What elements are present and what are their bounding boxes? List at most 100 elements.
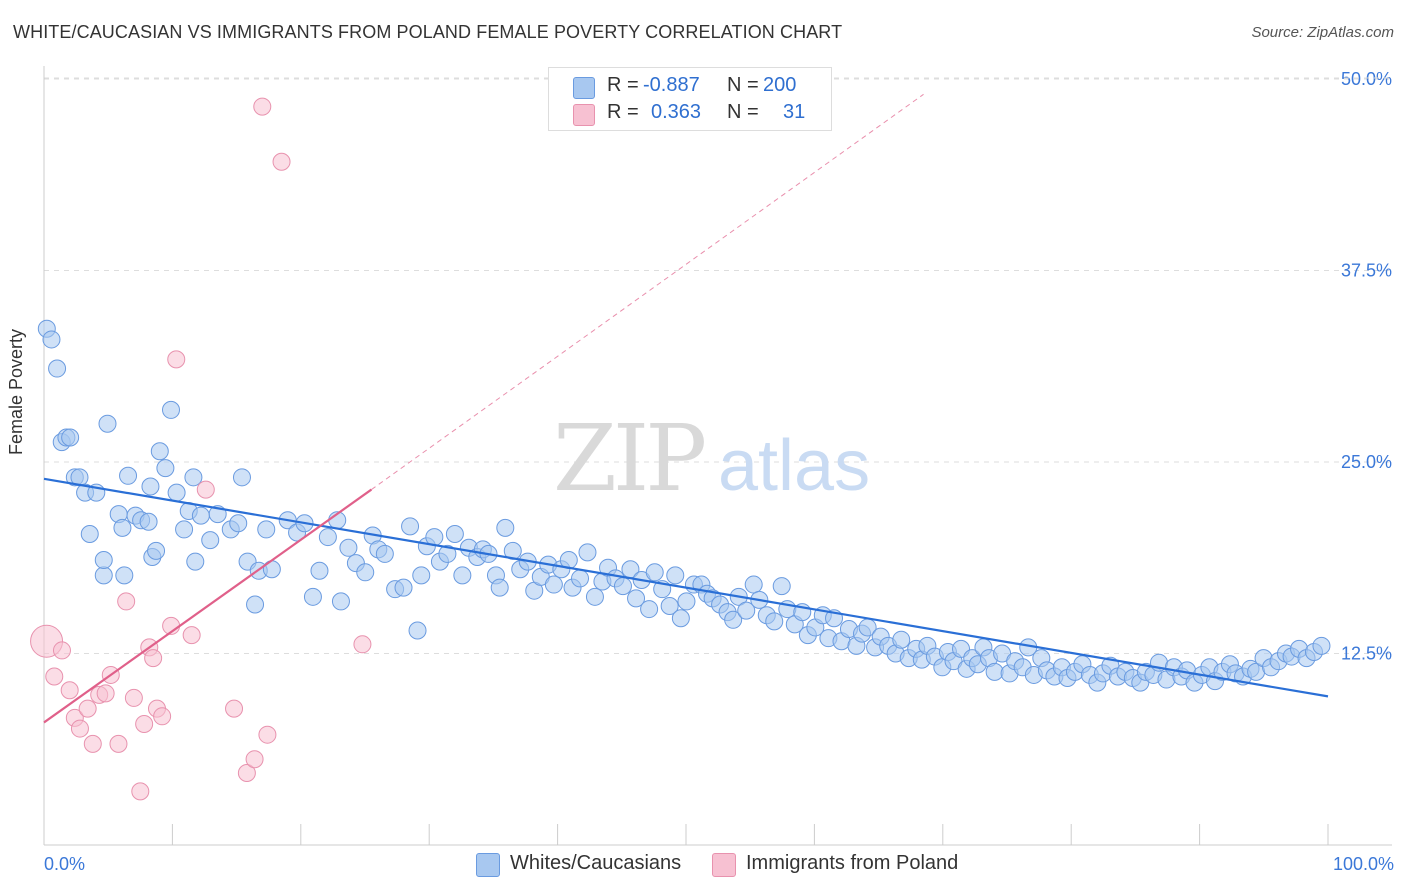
white-caucasian-point [401,517,420,536]
white-caucasian-point [42,330,61,349]
x-tick-label: 0.0% [44,854,85,874]
white-caucasian-point [310,561,329,580]
legend-swatch-blue [573,77,595,99]
white-caucasian-point [201,531,220,550]
white-caucasian-point [229,514,248,533]
poland-point [70,719,89,738]
legend-n-label: N = [727,101,759,123]
white-caucasian-point [438,544,457,563]
source-label: Source: ZipAtlas.com [1251,24,1394,41]
legend-n-value: 200 [763,74,797,96]
white-caucasian-point [613,577,632,596]
white-caucasian-point [772,577,791,596]
poland-point [153,707,172,726]
poland-point [258,725,277,744]
legend-n-value: 31 [783,101,806,123]
legend-r-label: R = [607,101,639,123]
white-caucasian-point [175,520,194,539]
poland-point [52,641,71,660]
legend-r-value: -0.887 [643,74,700,96]
bottom-legend-swatch-blue [476,853,500,877]
poland-point [83,734,102,753]
legend-swatch-pink [573,104,595,126]
white-caucasian-point [660,597,679,616]
poland-point [78,699,97,718]
white-caucasian-point [94,551,113,570]
white-caucasian-point [645,563,664,582]
poland-point [196,480,215,499]
watermark-atlas: atlas [718,426,870,506]
white-caucasian-point [303,587,322,606]
white-caucasian-point [80,525,99,544]
white-caucasian-point [544,575,563,594]
white-caucasian-point [98,414,117,433]
white-caucasian-point [677,592,696,611]
white-caucasian-point [147,541,166,560]
white-caucasian-point [119,466,138,485]
poland-point [225,699,244,718]
white-caucasian-point [571,569,590,588]
y-tick-label: 37.5% [1341,261,1392,281]
white-caucasian-point [375,544,394,563]
white-caucasian-point [356,563,375,582]
poland-point [117,592,136,611]
poland-point [353,635,372,654]
white-caucasian-point [331,592,350,611]
y-tick-label: 12.5% [1341,644,1392,664]
white-caucasian-point [318,528,337,547]
white-caucasian-point [156,459,175,478]
white-caucasian-point [161,400,180,419]
white-caucasian-point [94,566,113,585]
white-caucasian-point [61,428,80,447]
white-caucasian-point [627,589,646,608]
white-caucasian-point [737,601,756,620]
poland-point [131,782,150,801]
poland-point [124,688,143,707]
y-tick-label: 50.0% [1341,69,1392,89]
legend-r-value: 0.363 [651,101,702,123]
legend-n-label: N = [727,74,759,96]
white-caucasian-point [184,468,203,487]
poland-point [182,626,201,645]
white-caucasian-point [115,566,134,585]
bottom-legend-label: Whites/Caucasians [510,852,682,874]
poland-point [96,684,115,703]
white-caucasian-point [150,442,169,461]
bottom-legend-swatch-pink [712,853,736,877]
white-caucasian-point [666,566,685,585]
white-caucasian-point [257,520,276,539]
white-caucasian-point [765,612,784,631]
poland-point [272,152,291,171]
y-tick-label: 25.0% [1341,452,1392,472]
white-caucasian-point [1312,636,1331,655]
white-caucasian-point [48,359,67,378]
white-caucasian-point [246,595,265,614]
legend-r-label: R = [607,74,639,96]
white-caucasian-point [640,600,659,619]
correlation-legend: R = -0.887 N = 200 R = 0.363 N = 31 [548,67,832,131]
poland-point [60,681,79,700]
y-axis-label: Female Poverty [6,328,26,455]
white-caucasian-point [671,609,690,628]
white-caucasian-point [232,468,251,487]
white-caucasian-point [141,477,160,496]
poland-trend-line [43,488,373,724]
white-caucasian-point [113,518,132,537]
white-caucasian-point [453,566,472,585]
white-caucasian-point [186,552,205,571]
white-caucasian-point [394,578,413,597]
white-caucasian-point [167,483,186,502]
white-caucasian-point [744,575,763,594]
white-caucasian-trend-line [43,477,1329,698]
white-caucasian-point [496,518,515,537]
poland-point [237,763,256,782]
white-caucasian-point [339,538,358,557]
poland-point [144,649,163,668]
white-caucasian-point [578,543,597,562]
poland-point [135,714,154,733]
white-caucasian-point [191,506,210,525]
white-caucasian-point [408,621,427,640]
white-caucasian-point [139,512,158,531]
white-caucasian-point [412,566,431,585]
